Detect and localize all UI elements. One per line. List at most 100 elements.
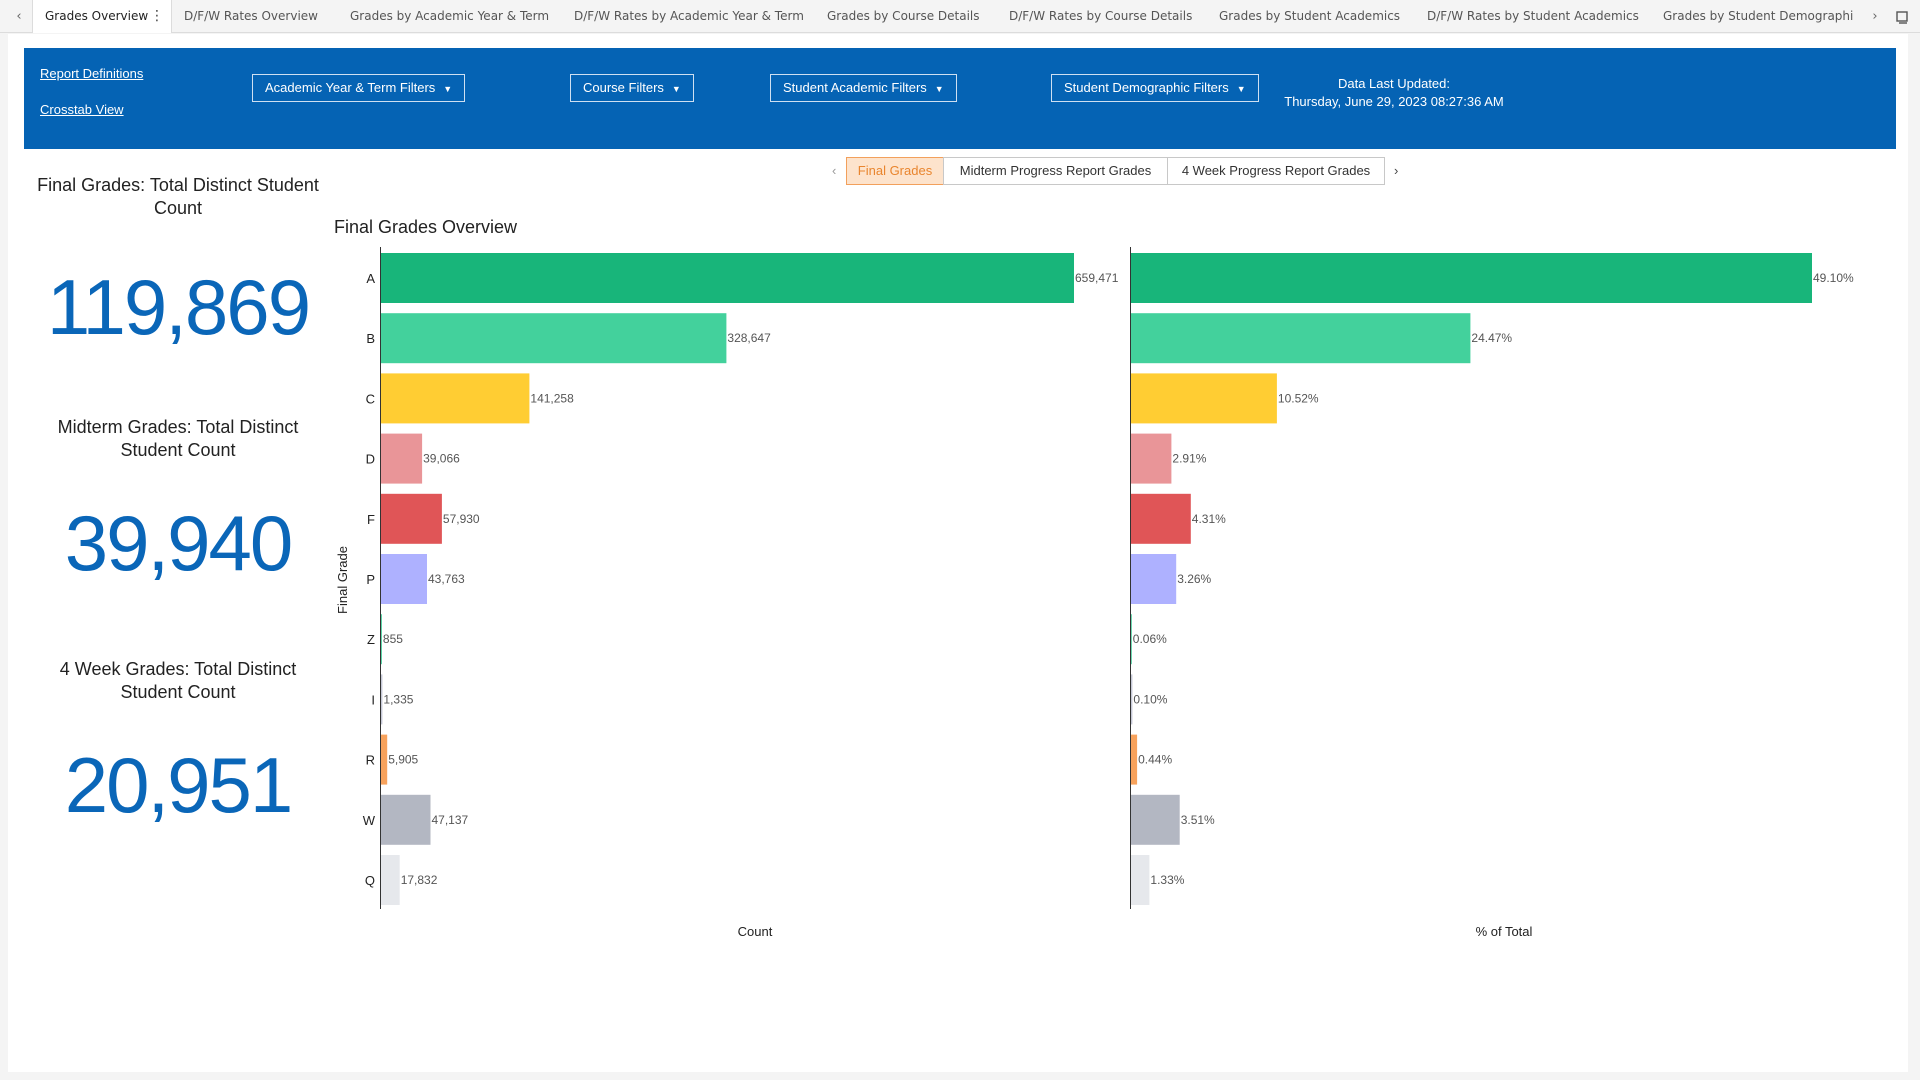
- category-tick-label: I: [371, 692, 375, 707]
- tab-grades-by-course[interactable]: Grades by Course Details: [827, 9, 980, 23]
- tab-scroll-left-icon[interactable]: ‹: [16, 9, 22, 24]
- bar-a[interactable]: [381, 253, 1074, 303]
- category-tick-label: Q: [365, 873, 375, 888]
- category-tick-label: W: [363, 813, 376, 828]
- bar-r[interactable]: [1131, 734, 1138, 785]
- category-tick-label: Z: [367, 632, 375, 647]
- filter-header: Report Definitions Crosstab View Academi…: [24, 48, 1896, 149]
- midterm-grades-kpi-title: Midterm Grades: Total Distinct Student C…: [57, 417, 299, 460]
- category-tick-label: D: [366, 452, 375, 467]
- student-academic-filters-button[interactable]: Student Academic Filters ▼: [770, 74, 957, 102]
- tab-grades-by-year-term[interactable]: Grades by Academic Year & Term: [350, 9, 550, 23]
- bar-w[interactable]: [1131, 794, 1180, 845]
- bar-d[interactable]: [1131, 433, 1172, 484]
- data-label: 47,137: [432, 813, 469, 827]
- bar-a[interactable]: [1131, 253, 1812, 303]
- data-label: 2.91%: [1172, 452, 1206, 466]
- course-filters-button[interactable]: Course Filters ▼: [570, 74, 694, 102]
- report-canvas: Report Definitions Crosstab View Academi…: [8, 34, 1908, 1072]
- bar-b[interactable]: [1131, 313, 1471, 364]
- category-tick-label: B: [366, 331, 375, 346]
- caret-down-icon: ▼: [1236, 84, 1246, 94]
- tab-scroll-right-icon[interactable]: ›: [1872, 9, 1878, 24]
- bar-z[interactable]: [381, 614, 382, 665]
- button-bar-next-icon[interactable]: ›: [1394, 163, 1399, 178]
- tab-grades-by-student-demographics[interactable]: Grades by Student Demographics: [1663, 9, 1853, 23]
- final-grades-kpi-title: Final Grades: Total Distinct Student Cou…: [37, 175, 319, 218]
- bar-f[interactable]: [381, 493, 442, 544]
- bar-c[interactable]: [381, 373, 530, 424]
- tab-dfw-rates-by-year-term[interactable]: D/F/W Rates by Academic Year & Term: [574, 9, 804, 23]
- bar-q[interactable]: [1131, 855, 1150, 905]
- data-label: 0.06%: [1133, 632, 1167, 646]
- tab-menu-icon[interactable]: ⋮: [150, 8, 164, 24]
- category-tick-label: R: [366, 753, 375, 768]
- bar-c[interactable]: [1131, 373, 1277, 424]
- data-label: 328,647: [727, 331, 771, 345]
- final-grades-button[interactable]: Final Grades: [846, 157, 944, 185]
- bar-d[interactable]: [381, 433, 423, 484]
- tab-grades-by-student-academics[interactable]: Grades by Student Academics: [1219, 9, 1401, 23]
- caret-down-icon: ▼: [443, 84, 453, 94]
- percent-axis-label: % of Total: [1476, 924, 1533, 939]
- data-label: 49.10%: [1813, 271, 1854, 285]
- data-label: 141,258: [530, 391, 574, 405]
- data-label: 4.31%: [1192, 512, 1226, 526]
- midterm-grades-kpi-value: 39,940: [64, 499, 294, 587]
- data-label: 3.51%: [1181, 813, 1215, 827]
- bar-q[interactable]: [381, 855, 400, 905]
- data-label: 10.52%: [1278, 391, 1319, 405]
- filter-label: Course Filters: [583, 80, 664, 95]
- caret-down-icon: ▼: [671, 84, 681, 94]
- category-tick-label: C: [366, 391, 375, 406]
- data-label: 3.26%: [1177, 572, 1211, 586]
- crosstab-view-link[interactable]: Crosstab View: [40, 102, 124, 117]
- data-last-updated: Data Last Updated: Thursday, June 29, 20…: [1194, 75, 1594, 111]
- student-demographic-filters-button[interactable]: Student Demographic Filters ▼: [1051, 74, 1259, 102]
- tab-grades-overview[interactable]: Grades Overview: [32, 0, 172, 33]
- bar-b[interactable]: [381, 313, 727, 364]
- bar-i[interactable]: [1131, 674, 1133, 725]
- y-axis-label: Final Grade: [335, 546, 350, 614]
- category-tick-label: F: [367, 512, 375, 527]
- bar-w[interactable]: [381, 794, 431, 845]
- count-axis-label: Count: [738, 924, 773, 939]
- category-tick-label: A: [366, 271, 375, 286]
- bar-r[interactable]: [381, 734, 388, 785]
- category-tick-label: P: [366, 572, 375, 587]
- data-label: 0.44%: [1138, 753, 1172, 767]
- four-week-grades-kpi-title: 4 Week Grades: Total Distinct Student Co…: [59, 659, 297, 702]
- data-label: 57,930: [443, 512, 480, 526]
- bar-f[interactable]: [1131, 493, 1191, 544]
- chart-title: Final Grades Overview: [334, 217, 518, 237]
- filter-label: Academic Year & Term Filters: [265, 80, 436, 95]
- data-label: 43,763: [428, 572, 465, 586]
- data-label: 855: [383, 632, 403, 646]
- four-week-progress-grades-button[interactable]: 4 Week Progress Report Grades: [1167, 157, 1385, 185]
- tab-dfw-rates-by-student-academics[interactable]: D/F/W Rates by Student Academics: [1427, 9, 1639, 23]
- data-label: 1.33%: [1150, 873, 1184, 887]
- filter-label: Student Academic Filters: [783, 80, 927, 95]
- tab-dfw-rates-by-course[interactable]: D/F/W Rates by Course Details: [1009, 9, 1193, 23]
- bar-i[interactable]: [381, 674, 383, 725]
- caret-down-icon: ▼: [934, 84, 944, 94]
- updated-value: Thursday, June 29, 2023 08:27:36 AM: [1284, 94, 1504, 109]
- bar-p[interactable]: [381, 554, 427, 604]
- filter-label: Student Demographic Filters: [1064, 80, 1229, 95]
- midterm-progress-grades-button[interactable]: Midterm Progress Report Grades: [943, 157, 1168, 185]
- button-bar-prev-icon[interactable]: ‹: [832, 163, 837, 178]
- data-label: 1,335: [383, 692, 413, 706]
- data-label: 39,066: [423, 452, 460, 466]
- academic-year-term-filters-button[interactable]: Academic Year & Term Filters ▼: [252, 74, 466, 102]
- report-definitions-link[interactable]: Report Definitions: [40, 66, 144, 81]
- bar-p[interactable]: [1131, 554, 1177, 604]
- tab-dfw-rates-overview[interactable]: D/F/W Rates Overview: [184, 9, 318, 23]
- bar-z[interactable]: [1131, 614, 1132, 665]
- data-label: 0.10%: [1133, 692, 1167, 706]
- report-tab-strip: ‹ Grades Overview ⋮ D/F/W Rates Overview…: [0, 0, 1920, 33]
- data-label: 24.47%: [1471, 331, 1512, 345]
- window-icon[interactable]: [1890, 0, 1914, 33]
- final-grades-bar-charts: Final Grade Count % of Total 659,471 A 328…: [335, 247, 1854, 939]
- final-grades-kpi-value: 119,869: [46, 263, 311, 351]
- data-label: 659,471: [1075, 271, 1119, 285]
